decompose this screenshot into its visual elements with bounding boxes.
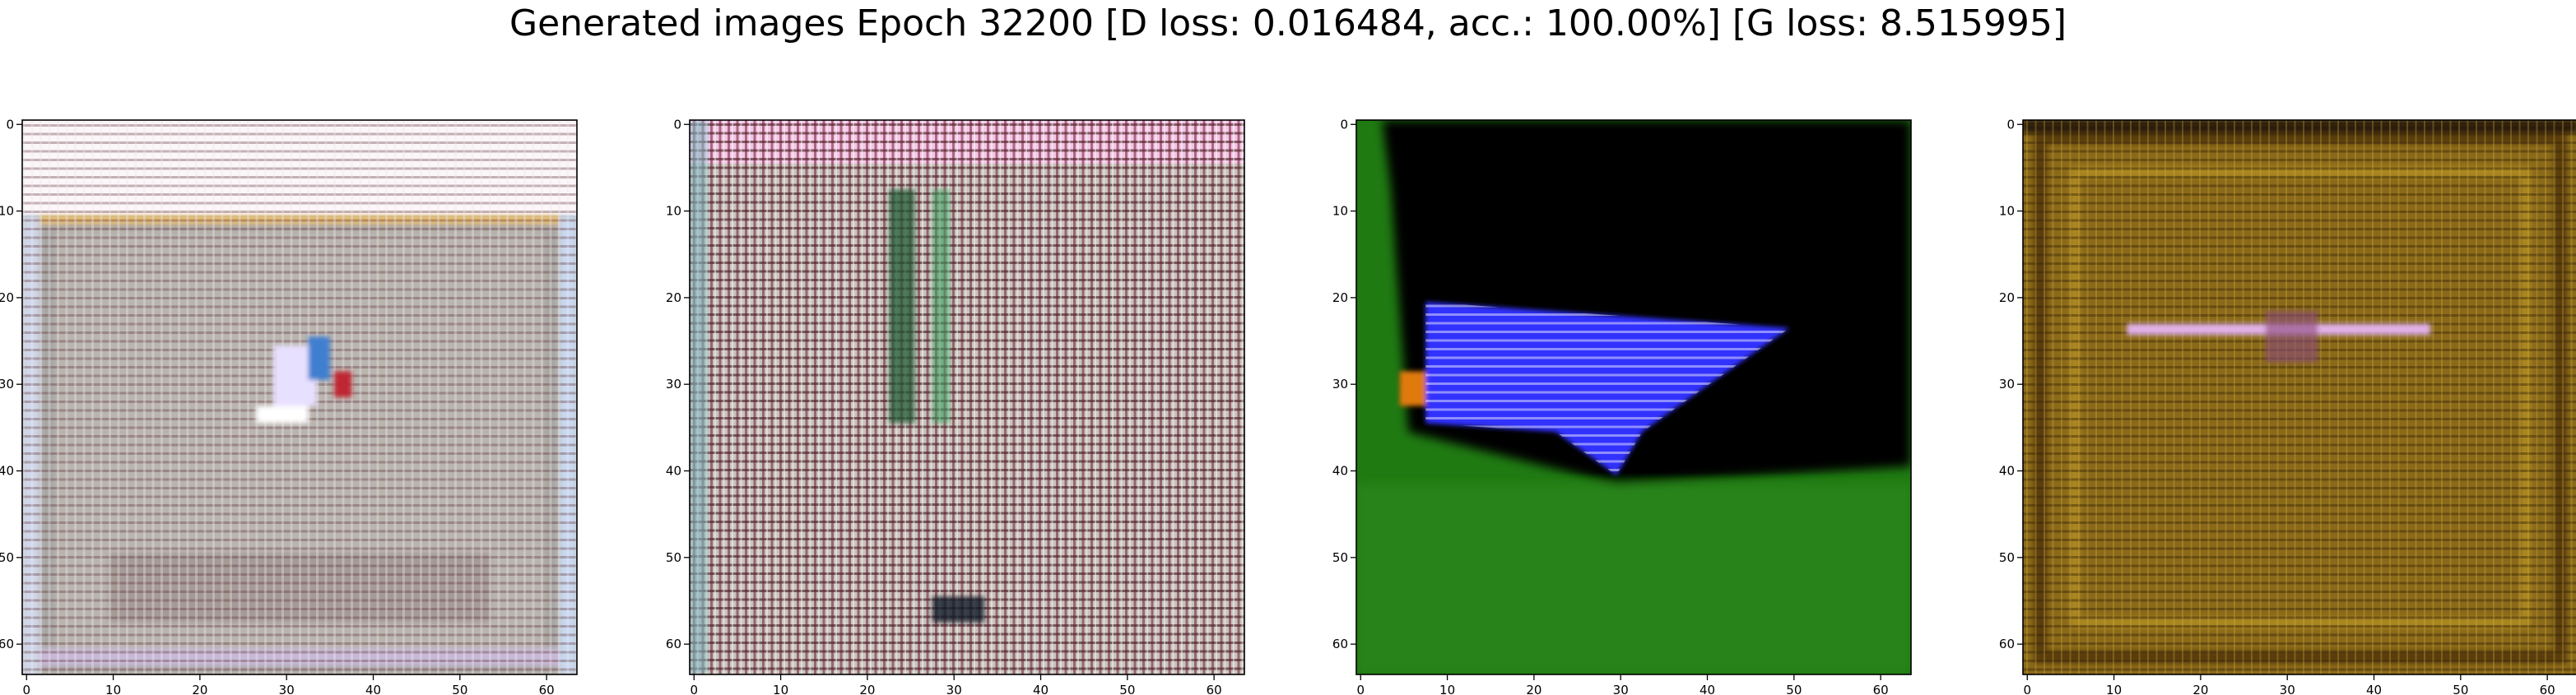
x-tick-label: 20 [859, 683, 875, 695]
generated-image-panel-2: 0 10 20 30 40 50 60 0 10 20 30 40 50 60 [666, 117, 1245, 695]
y-tick-label: 0 [1340, 117, 1348, 132]
generated-image-1 [22, 120, 577, 674]
y-tick-label: 40 [0, 464, 14, 479]
axes-frame-3 [1355, 119, 1912, 675]
figure-suptitle: Generated images Epoch 32200 [D loss: 0.… [509, 2, 2067, 44]
generated-image-panel-1: 0 10 20 30 40 50 60 0 10 20 30 40 50 60 [0, 117, 578, 695]
axes-frame-2 [689, 119, 1245, 675]
y-tick-label: 60 [0, 637, 14, 651]
y-tick-label: 50 [1999, 550, 2015, 565]
x-tick-label: 0 [1356, 683, 1365, 695]
x-tick-label: 0 [690, 683, 698, 695]
x-tick-label: 30 [1613, 683, 1629, 695]
y-tick-label: 20 [666, 290, 681, 305]
y-tick-label: 40 [1332, 464, 1348, 479]
x-tick-label: 40 [365, 683, 381, 695]
y-tick-label: 60 [1332, 637, 1348, 651]
x-tick-label: 10 [1439, 683, 1455, 695]
x-tick-label: 30 [946, 683, 962, 695]
y-tick-label: 10 [666, 204, 681, 219]
x-tick-label: 60 [539, 683, 555, 695]
x-tick-label: 30 [279, 683, 295, 695]
y-tick-label: 30 [1332, 377, 1348, 392]
generated-image-2 [690, 120, 1244, 674]
x-tick-label: 60 [1207, 683, 1222, 695]
y-tick-label: 60 [1999, 637, 2015, 651]
x-tick-label: 0 [2023, 683, 2031, 695]
x-tick-label: 0 [22, 683, 30, 695]
y-tick-label: 0 [673, 117, 681, 132]
x-tick-label: 20 [1526, 683, 1541, 695]
y-tick-label: 20 [0, 290, 14, 305]
y-tick-label: 60 [666, 637, 681, 651]
x-tick-label: 50 [1119, 683, 1135, 695]
y-tick-label: 10 [0, 204, 14, 219]
y-tick-label: 10 [1332, 204, 1348, 219]
axes-frame-4 [2022, 119, 2576, 675]
x-tick-label: 40 [1033, 683, 1049, 695]
x-tick-label: 60 [2540, 683, 2555, 695]
y-tick-label: 30 [666, 377, 681, 392]
y-tick-label: 20 [1332, 290, 1348, 305]
x-tick-label: 50 [2453, 683, 2468, 695]
y-tick-label: 30 [1999, 377, 2015, 392]
x-tick-label: 20 [192, 683, 207, 695]
x-tick-label: 50 [1786, 683, 1802, 695]
y-tick-label: 10 [1999, 204, 2015, 219]
x-tick-label: 20 [2192, 683, 2208, 695]
y-tick-label: 40 [666, 464, 681, 479]
generated-image-panel-3: 0 10 20 30 40 50 60 0 10 20 30 40 50 60 [1332, 117, 1912, 695]
y-tick-label: 0 [2006, 117, 2015, 132]
generated-image-4 [2023, 120, 2576, 674]
x-tick-label: 10 [773, 683, 788, 695]
generated-image-panel-4: 0 10 20 30 40 50 60 0 10 20 30 40 50 60 [1999, 117, 2576, 695]
y-tick-label: 30 [0, 377, 14, 392]
x-tick-label: 30 [2280, 683, 2295, 695]
y-tick-label: 20 [1999, 290, 2015, 305]
y-tick-label: 50 [0, 550, 14, 565]
y-tick-label: 0 [6, 117, 14, 132]
x-tick-label: 40 [2366, 683, 2382, 695]
x-tick-label: 10 [2106, 683, 2122, 695]
y-tick-label: 40 [1999, 464, 2015, 479]
x-tick-label: 50 [452, 683, 467, 695]
x-tick-label: 40 [1700, 683, 1715, 695]
y-tick-label: 50 [1332, 550, 1348, 565]
generated-image-3 [1356, 120, 1911, 674]
x-tick-label: 10 [105, 683, 121, 695]
x-tick-label: 60 [1873, 683, 1889, 695]
y-tick-label: 50 [666, 550, 681, 565]
axes-frame-1 [21, 119, 578, 675]
